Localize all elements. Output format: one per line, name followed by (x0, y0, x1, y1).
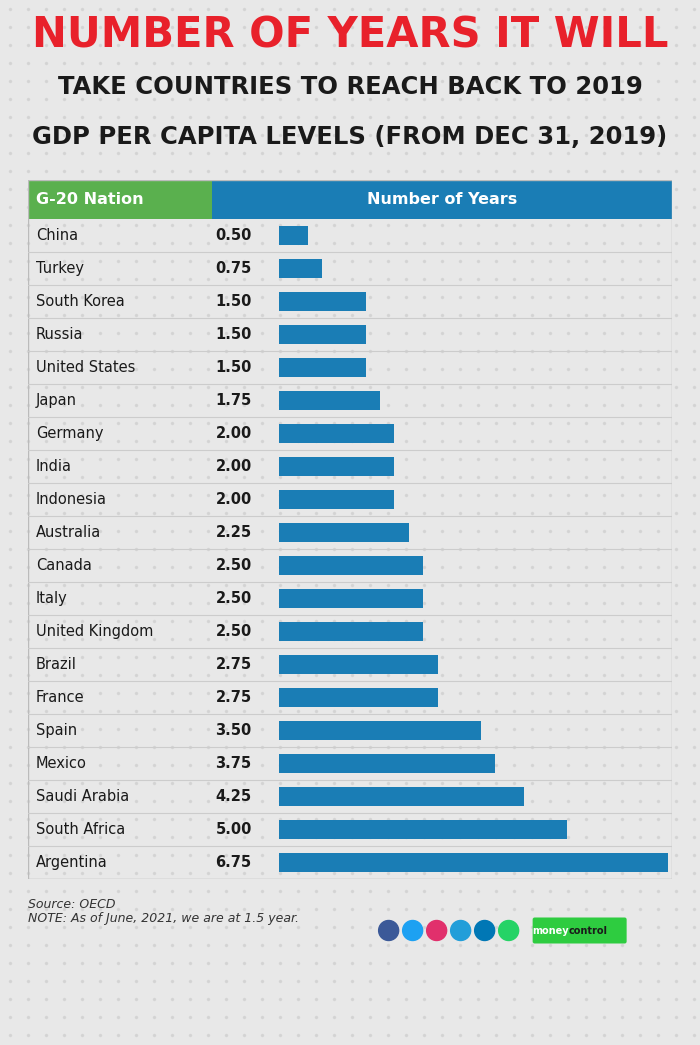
Text: Turkey: Turkey (36, 261, 84, 276)
Text: NUMBER OF YEARS IT WILL: NUMBER OF YEARS IT WILL (32, 14, 668, 56)
FancyBboxPatch shape (533, 918, 626, 944)
Text: money: money (532, 926, 569, 935)
Text: Source: OECD: Source: OECD (28, 899, 116, 911)
Text: 6.75: 6.75 (216, 855, 252, 870)
Text: 4.25: 4.25 (216, 789, 252, 804)
Circle shape (498, 921, 519, 940)
FancyBboxPatch shape (279, 655, 438, 674)
FancyBboxPatch shape (279, 522, 409, 542)
Text: 2.75: 2.75 (216, 657, 252, 672)
Text: South Africa: South Africa (36, 822, 125, 837)
Circle shape (475, 921, 495, 940)
Text: 2.25: 2.25 (216, 525, 252, 540)
Text: 1.75: 1.75 (216, 393, 252, 408)
Text: Spain: Spain (36, 723, 77, 738)
Text: 3.50: 3.50 (216, 723, 252, 738)
Text: United States: United States (36, 359, 135, 375)
Text: Japan: Japan (36, 393, 77, 408)
Circle shape (426, 921, 447, 940)
Text: 1.50: 1.50 (216, 294, 252, 309)
Circle shape (402, 921, 423, 940)
FancyBboxPatch shape (279, 325, 365, 344)
Circle shape (379, 921, 398, 940)
FancyBboxPatch shape (28, 180, 211, 219)
Text: 2.50: 2.50 (216, 624, 252, 638)
Text: 2.75: 2.75 (216, 690, 252, 705)
Text: Canada: Canada (36, 558, 92, 573)
FancyBboxPatch shape (279, 721, 481, 740)
Text: Number of Years: Number of Years (367, 192, 517, 207)
FancyBboxPatch shape (279, 820, 567, 839)
FancyBboxPatch shape (279, 391, 380, 410)
Text: Germany: Germany (36, 426, 104, 441)
FancyBboxPatch shape (279, 259, 323, 278)
Text: 0.75: 0.75 (216, 261, 252, 276)
Text: 2.00: 2.00 (216, 426, 252, 441)
Text: TAKE COUNTRIES TO REACH BACK TO 2019: TAKE COUNTRIES TO REACH BACK TO 2019 (57, 75, 643, 99)
Text: Australia: Australia (36, 525, 102, 540)
Text: 1.50: 1.50 (216, 359, 252, 375)
FancyBboxPatch shape (211, 180, 672, 219)
Text: NOTE: As of June, 2021, we are at 1.5 year.: NOTE: As of June, 2021, we are at 1.5 ye… (28, 912, 299, 925)
Text: 1.50: 1.50 (216, 327, 252, 342)
FancyBboxPatch shape (279, 787, 524, 806)
Text: GDP PER CAPITA LEVELS (FROM DEC 31, 2019): GDP PER CAPITA LEVELS (FROM DEC 31, 2019… (32, 124, 668, 148)
Text: United Kingdom: United Kingdom (36, 624, 153, 638)
Text: Saudi Arabia: Saudi Arabia (36, 789, 130, 804)
Text: 2.50: 2.50 (216, 591, 252, 606)
Text: India: India (36, 459, 72, 474)
Text: Russia: Russia (36, 327, 83, 342)
FancyBboxPatch shape (279, 622, 424, 641)
Text: 2.50: 2.50 (216, 558, 252, 573)
Text: Brazil: Brazil (36, 657, 77, 672)
Text: control: control (569, 926, 608, 935)
FancyBboxPatch shape (279, 358, 365, 377)
Text: 0.50: 0.50 (216, 228, 252, 243)
FancyBboxPatch shape (279, 490, 394, 509)
FancyBboxPatch shape (279, 753, 495, 773)
FancyBboxPatch shape (279, 292, 365, 311)
Text: G-20 Nation: G-20 Nation (36, 192, 144, 207)
Text: Indonesia: Indonesia (36, 492, 107, 507)
Circle shape (451, 921, 470, 940)
FancyBboxPatch shape (279, 688, 438, 707)
FancyBboxPatch shape (279, 589, 424, 608)
Text: Argentina: Argentina (36, 855, 108, 870)
Text: France: France (36, 690, 85, 705)
FancyBboxPatch shape (279, 226, 308, 246)
Text: 2.00: 2.00 (216, 459, 252, 474)
Text: 5.00: 5.00 (216, 822, 252, 837)
FancyBboxPatch shape (279, 556, 424, 575)
Text: South Korea: South Korea (36, 294, 125, 309)
Text: 2.00: 2.00 (216, 492, 252, 507)
FancyBboxPatch shape (279, 853, 668, 873)
Text: Mexico: Mexico (36, 756, 87, 771)
FancyBboxPatch shape (279, 424, 394, 443)
Text: China: China (36, 228, 78, 243)
Text: Italy: Italy (36, 591, 68, 606)
Text: 3.75: 3.75 (216, 756, 252, 771)
FancyBboxPatch shape (279, 457, 394, 477)
